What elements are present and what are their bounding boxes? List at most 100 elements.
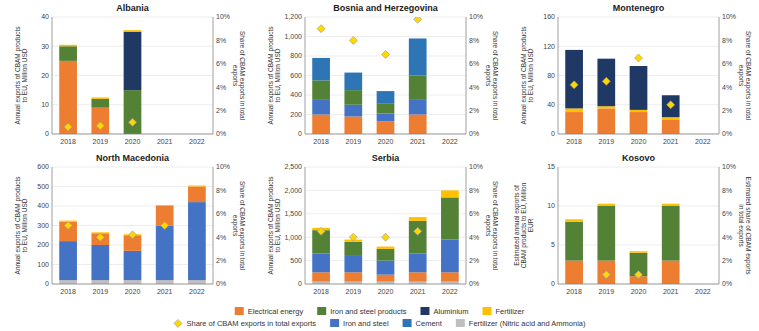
plot-area bbox=[565, 50, 679, 134]
figure: Albania0102030400%2%4%6%8%10%20182019202… bbox=[0, 0, 759, 331]
x-tick-label: 2022 bbox=[695, 288, 711, 295]
grid bbox=[52, 167, 213, 284]
bar-segment bbox=[344, 116, 362, 134]
bar-segment bbox=[344, 242, 362, 256]
legend-row: Share of CBAM exports in total exportsIr… bbox=[174, 319, 586, 328]
y-tick-label: 800 bbox=[290, 52, 302, 59]
share-marker bbox=[317, 25, 325, 33]
y2-tick-label: 0% bbox=[469, 280, 479, 287]
share-marker bbox=[349, 233, 357, 241]
y2-tick-label: 0% bbox=[722, 130, 732, 137]
x-tick-label: 2020 bbox=[125, 138, 141, 145]
legend: Electrical energyIron and steel products… bbox=[174, 307, 586, 328]
legend-label: Share of CBAM exports in total exports bbox=[186, 319, 316, 328]
grid bbox=[52, 17, 213, 134]
y2-tick-label: 6% bbox=[722, 210, 732, 217]
bar-segment bbox=[662, 95, 680, 117]
x-tick-label: 2021 bbox=[663, 288, 679, 295]
share-marker bbox=[161, 222, 169, 230]
legend-label: Iron and steel products bbox=[330, 307, 407, 316]
legend-entry: Cement bbox=[403, 319, 443, 328]
y2-tick-label: 8% bbox=[722, 187, 732, 194]
grid-line bbox=[52, 284, 213, 285]
legend-entry: Fertilizer (Nitric acid and Ammonia) bbox=[456, 319, 586, 328]
bar-segment bbox=[630, 66, 648, 110]
bar-segment bbox=[565, 261, 583, 284]
y2-tick-label: 0% bbox=[216, 280, 226, 287]
bar-segment bbox=[377, 104, 395, 114]
legend-entry: Aluminium bbox=[420, 307, 468, 316]
share-marker bbox=[96, 233, 104, 241]
legend-entry: Fertilizer bbox=[483, 307, 525, 316]
y2-axis-label: Share of CBAM exports in totalexports bbox=[484, 181, 499, 271]
x-tick-label: 2019 bbox=[599, 138, 615, 145]
bar-segment bbox=[409, 38, 427, 75]
y-axis-line bbox=[558, 167, 559, 284]
y-axis-label: Estimated annual exports ofCBAM products… bbox=[513, 182, 534, 268]
bar-segment bbox=[597, 204, 615, 206]
bar-segment bbox=[344, 90, 362, 105]
bar-segment bbox=[91, 245, 109, 280]
y2-tick-label: 4% bbox=[469, 234, 479, 241]
y2-tick-label: 10% bbox=[722, 163, 736, 170]
grid-line bbox=[52, 17, 213, 18]
share-marker bbox=[382, 233, 390, 241]
y2-axis-line bbox=[213, 17, 214, 134]
y-axis-line bbox=[52, 17, 53, 134]
bar-segment bbox=[409, 221, 427, 254]
x-tick-label: 2018 bbox=[566, 138, 582, 145]
bar-segment bbox=[377, 249, 395, 261]
bar-segment bbox=[597, 261, 615, 284]
y2-axis-label-line: in total exports bbox=[737, 204, 745, 247]
panel: Serbia05001,0001,5002,0002,5000%2%4%6%8%… bbox=[267, 153, 499, 295]
y-tick-label: 400 bbox=[290, 91, 302, 98]
bar-segment bbox=[91, 97, 109, 98]
legend-label: Fertilizer (Nitric acid and Ammonia) bbox=[469, 319, 586, 328]
legend-label: Cement bbox=[416, 319, 443, 328]
x-tick-label: 2022 bbox=[189, 138, 205, 145]
grid-line bbox=[558, 284, 719, 285]
y-tick-label: 1,000 bbox=[284, 33, 302, 40]
y2-tick-label: 0% bbox=[469, 130, 479, 137]
y-axis-label-line: to EU, Million USD bbox=[274, 48, 281, 102]
y2-tick-label: 6% bbox=[722, 60, 732, 67]
y-tick-label: 600 bbox=[37, 163, 49, 170]
legend-swatch bbox=[483, 307, 492, 315]
grid-line bbox=[305, 36, 466, 37]
y-tick-label: 2,500 bbox=[284, 163, 302, 170]
bar-segment bbox=[409, 254, 427, 273]
x-axis-line bbox=[558, 134, 719, 135]
y2-tick-label: 8% bbox=[216, 37, 226, 44]
grid bbox=[558, 17, 719, 134]
y-tick-label: 40 bbox=[547, 101, 555, 108]
grid-line bbox=[305, 134, 466, 135]
share-marker bbox=[635, 54, 643, 62]
bar-segment bbox=[91, 98, 109, 99]
y2-axis-label: Estimated share of CBAM exportsin total … bbox=[737, 177, 752, 276]
plot-area bbox=[565, 204, 679, 284]
share-marker bbox=[129, 118, 137, 126]
y2-tick-label: 2% bbox=[722, 107, 732, 114]
share-marker bbox=[667, 101, 675, 109]
plot-area bbox=[59, 30, 141, 134]
x-tick-label: 2022 bbox=[442, 138, 458, 145]
bar-segment bbox=[312, 80, 330, 100]
y-tick-label: 10 bbox=[547, 202, 555, 209]
bar-segment bbox=[662, 204, 680, 206]
bar-segment bbox=[91, 280, 109, 284]
bar-segment bbox=[91, 233, 109, 245]
bar-segment bbox=[565, 222, 583, 261]
y-axis-line bbox=[558, 17, 559, 134]
bar-segment bbox=[565, 112, 583, 134]
bar-segment bbox=[377, 121, 395, 134]
share-marker bbox=[382, 50, 390, 58]
x-tick-label: 2019 bbox=[346, 288, 362, 295]
bar-segment bbox=[441, 272, 459, 281]
y-tick-label: 1,200 bbox=[284, 13, 302, 20]
bar-segment bbox=[59, 280, 77, 284]
bar-segment bbox=[312, 254, 330, 273]
x-tick-label: 2020 bbox=[125, 288, 141, 295]
panel: Kosovo0510150%2%4%6%8%10%201820192020202… bbox=[513, 153, 752, 295]
y-axis-label-line: to EU, Million USD bbox=[527, 48, 534, 102]
x-tick-label: 2019 bbox=[599, 288, 615, 295]
